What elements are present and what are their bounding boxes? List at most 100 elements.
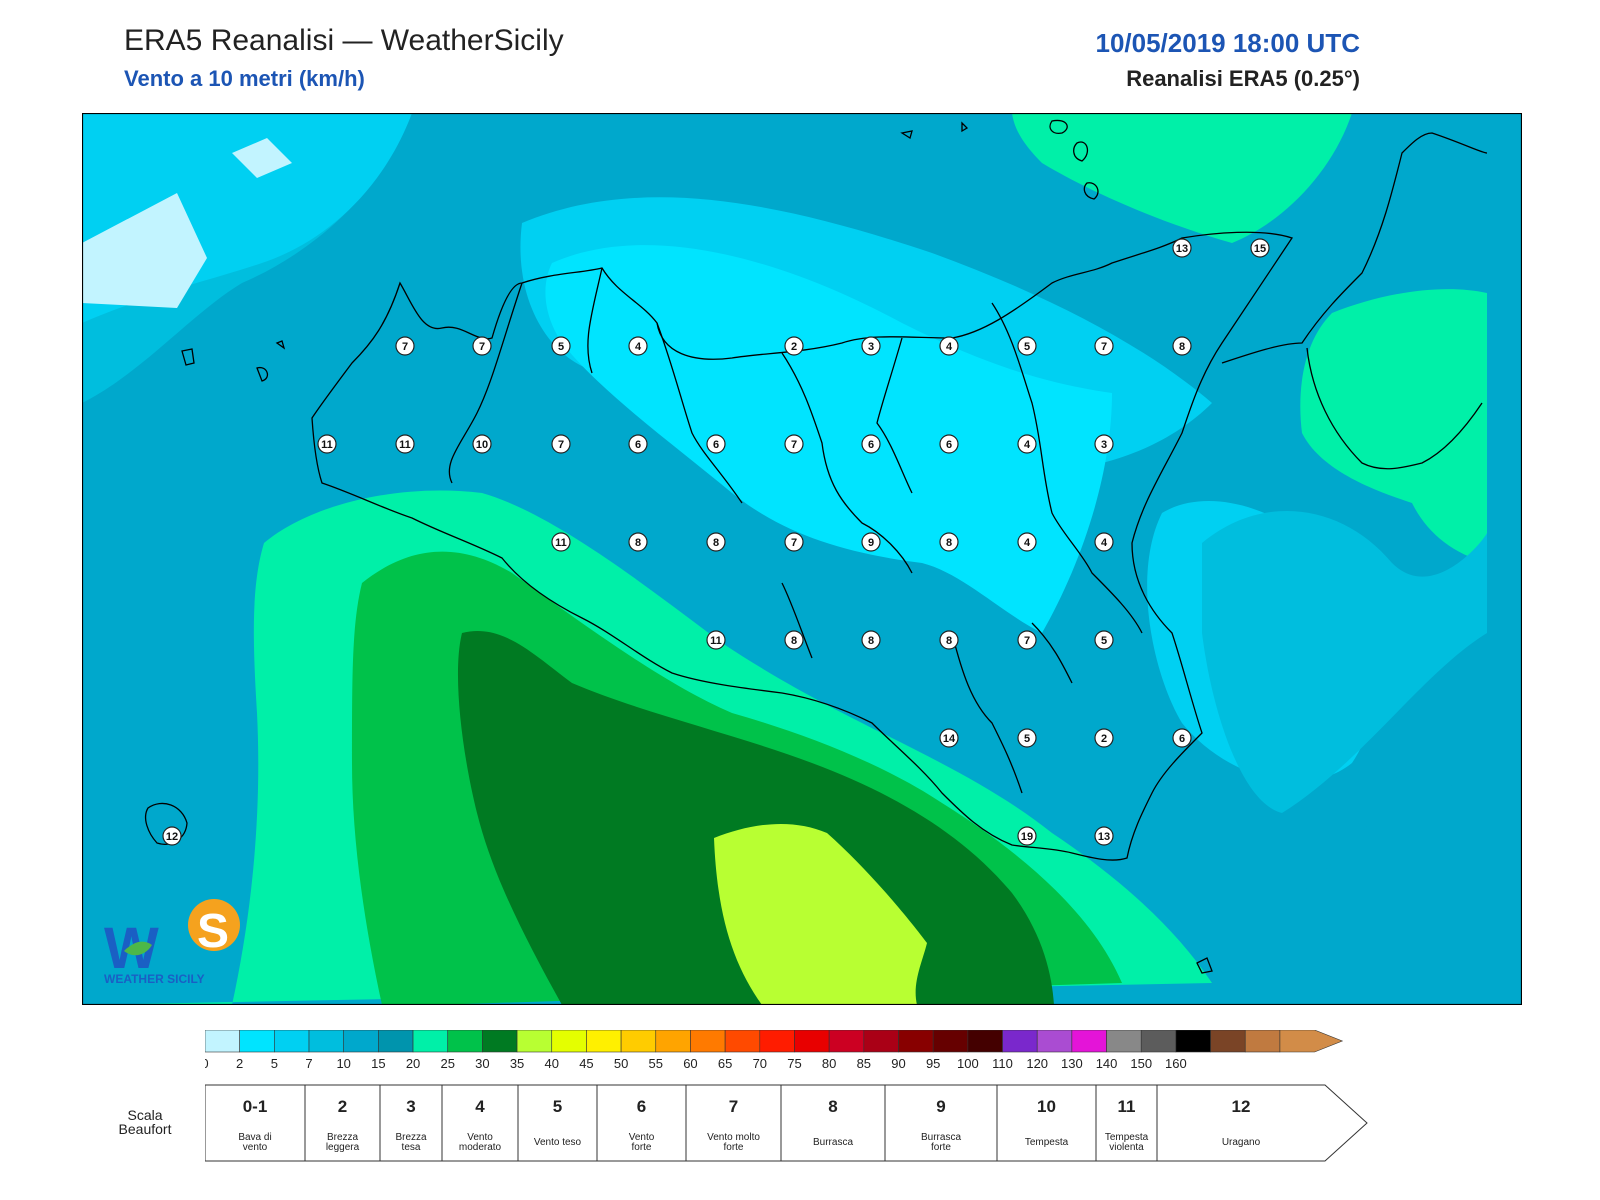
logo-s-glyph: S — [197, 905, 229, 958]
colorbar-arrow — [1279, 1029, 1344, 1053]
colorbar-tick-label: 95 — [926, 1056, 940, 1071]
station-marker: 11 — [706, 630, 726, 650]
station-marker: 7 — [1094, 336, 1114, 356]
station-marker: 8 — [939, 532, 959, 552]
beaufort-box — [517, 1084, 598, 1162]
colorbar-swatch — [724, 1029, 761, 1053]
colorbar-swatch — [378, 1029, 414, 1053]
station-marker: 3 — [1094, 434, 1114, 454]
colorbar-tick-label: 45 — [579, 1056, 593, 1071]
station-marker: 4 — [1017, 434, 1037, 454]
station-marker: 7 — [395, 336, 415, 356]
station-marker: 7 — [784, 532, 804, 552]
beaufort-description: Vento teso — [534, 1137, 582, 1148]
colorbar-tick-label: 15 — [371, 1056, 385, 1071]
malta-outline — [1196, 957, 1213, 974]
station-dot — [861, 434, 881, 454]
beaufort-number: 0-1 — [243, 1097, 268, 1116]
map-title: ERA5 Reanalisi — WeatherSicily — [124, 24, 564, 57]
colorbar-swatch — [516, 1029, 553, 1053]
leaf-icon — [124, 941, 152, 956]
station-dot — [1017, 826, 1037, 846]
station-marker: 5 — [1094, 630, 1114, 650]
station-marker: 7 — [1017, 630, 1037, 650]
colorbar-swatch — [308, 1029, 344, 1053]
station-dot — [784, 630, 804, 650]
station-marker: 11 — [551, 532, 571, 552]
colorbar-swatch — [655, 1029, 691, 1053]
beaufort-number: 10 — [1037, 1097, 1056, 1116]
station-dot — [551, 336, 571, 356]
beaufort-number: 12 — [1232, 1097, 1251, 1116]
beaufort-box — [204, 1084, 306, 1162]
colorbar-tick-label: 130 — [1061, 1056, 1083, 1071]
station-dot — [628, 532, 648, 552]
station-markers: 13 15 7 7 5 4 2 3 4 5 7 8 11 11 10 7 6 6 7 6 6 4 3 11 8 8 7 9 8 4 4 11 8… — [162, 238, 1270, 846]
station-value: 10 — [476, 439, 488, 451]
station-marker: 15 — [1250, 238, 1270, 258]
station-value: 2 — [791, 341, 797, 353]
beaufort-description: Vento — [467, 1132, 493, 1143]
station-value: 8 — [1179, 341, 1185, 353]
station-value: 7 — [791, 537, 797, 549]
station-value: 6 — [868, 439, 874, 451]
contour-calm-pocket-nw — [82, 193, 207, 308]
station-value: 11 — [710, 635, 722, 647]
contour-ionian-dark-edge — [1202, 743, 1487, 1005]
station-dot — [939, 630, 959, 650]
beaufort-description: Tempesta — [1025, 1137, 1069, 1148]
colorbar-tick-label: 80 — [822, 1056, 836, 1071]
station-dot — [706, 532, 726, 552]
colorbar-swatch — [932, 1029, 969, 1053]
station-dot — [395, 336, 415, 356]
station-value: 6 — [1179, 733, 1185, 745]
beaufort-description: moderato — [459, 1142, 502, 1153]
contour-calm-pocket-ne — [232, 138, 292, 178]
colorbar-tick-label: 85 — [857, 1056, 871, 1071]
station-value: 8 — [791, 635, 797, 647]
legend-canvas: 0257101520253035404550556065707580859095… — [201, 1029, 1368, 1162]
map-border — [82, 113, 1522, 1005]
colorbar-tick-label: 150 — [1130, 1056, 1152, 1071]
station-dot — [1017, 532, 1037, 552]
colorbar-tick-label: 20 — [406, 1056, 420, 1071]
calabria-coast — [1221, 132, 1488, 470]
colorbar-tick-label: 25 — [440, 1056, 454, 1071]
beaufort-box-arrow — [1156, 1084, 1368, 1162]
beaufort-box — [1095, 1084, 1158, 1162]
legend: 0257101520253035404550556065707580859095… — [201, 1029, 1405, 1170]
wind-map-canvas: 13 15 7 7 5 4 2 3 4 5 7 8 11 11 10 7 6 6 7 6 6 4 3 11 8 8 7 9 8 4 4 11 8… — [82, 113, 1522, 1005]
station-dot — [1250, 238, 1270, 258]
colorbar-swatch — [1106, 1029, 1142, 1053]
station-marker: 6 — [706, 434, 726, 454]
station-marker: 8 — [706, 532, 726, 552]
station-marker: 3 — [861, 336, 881, 356]
beaufort-description: violenta — [1109, 1142, 1144, 1153]
colorbar-tick-label: 5 — [271, 1056, 278, 1071]
station-marker: 8 — [1172, 336, 1192, 356]
station-marker: 13 — [1172, 238, 1192, 258]
colorbar-swatch — [690, 1029, 726, 1053]
station-marker: 5 — [1017, 336, 1037, 356]
colorbar-tick-label: 35 — [510, 1056, 524, 1071]
station-value: 11 — [321, 439, 333, 451]
colorbar-swatch — [551, 1029, 587, 1053]
station-marker: 6 — [939, 434, 959, 454]
valid-datetime: 10/05/2019 18:00 UTC — [1095, 28, 1360, 58]
colorbar-swatch — [1036, 1029, 1073, 1053]
beaufort-number: 11 — [1118, 1097, 1136, 1116]
station-value: 11 — [555, 537, 567, 549]
station-dot — [1094, 532, 1114, 552]
logo-wordmark: WEATHER SICILY — [104, 972, 205, 986]
station-value: 7 — [479, 341, 485, 353]
colorbar-tick-label: 100 — [957, 1056, 979, 1071]
station-dot — [472, 434, 492, 454]
colorbar-swatch — [482, 1029, 518, 1053]
station-marker: 4 — [628, 336, 648, 356]
station-value: 14 — [943, 733, 956, 745]
